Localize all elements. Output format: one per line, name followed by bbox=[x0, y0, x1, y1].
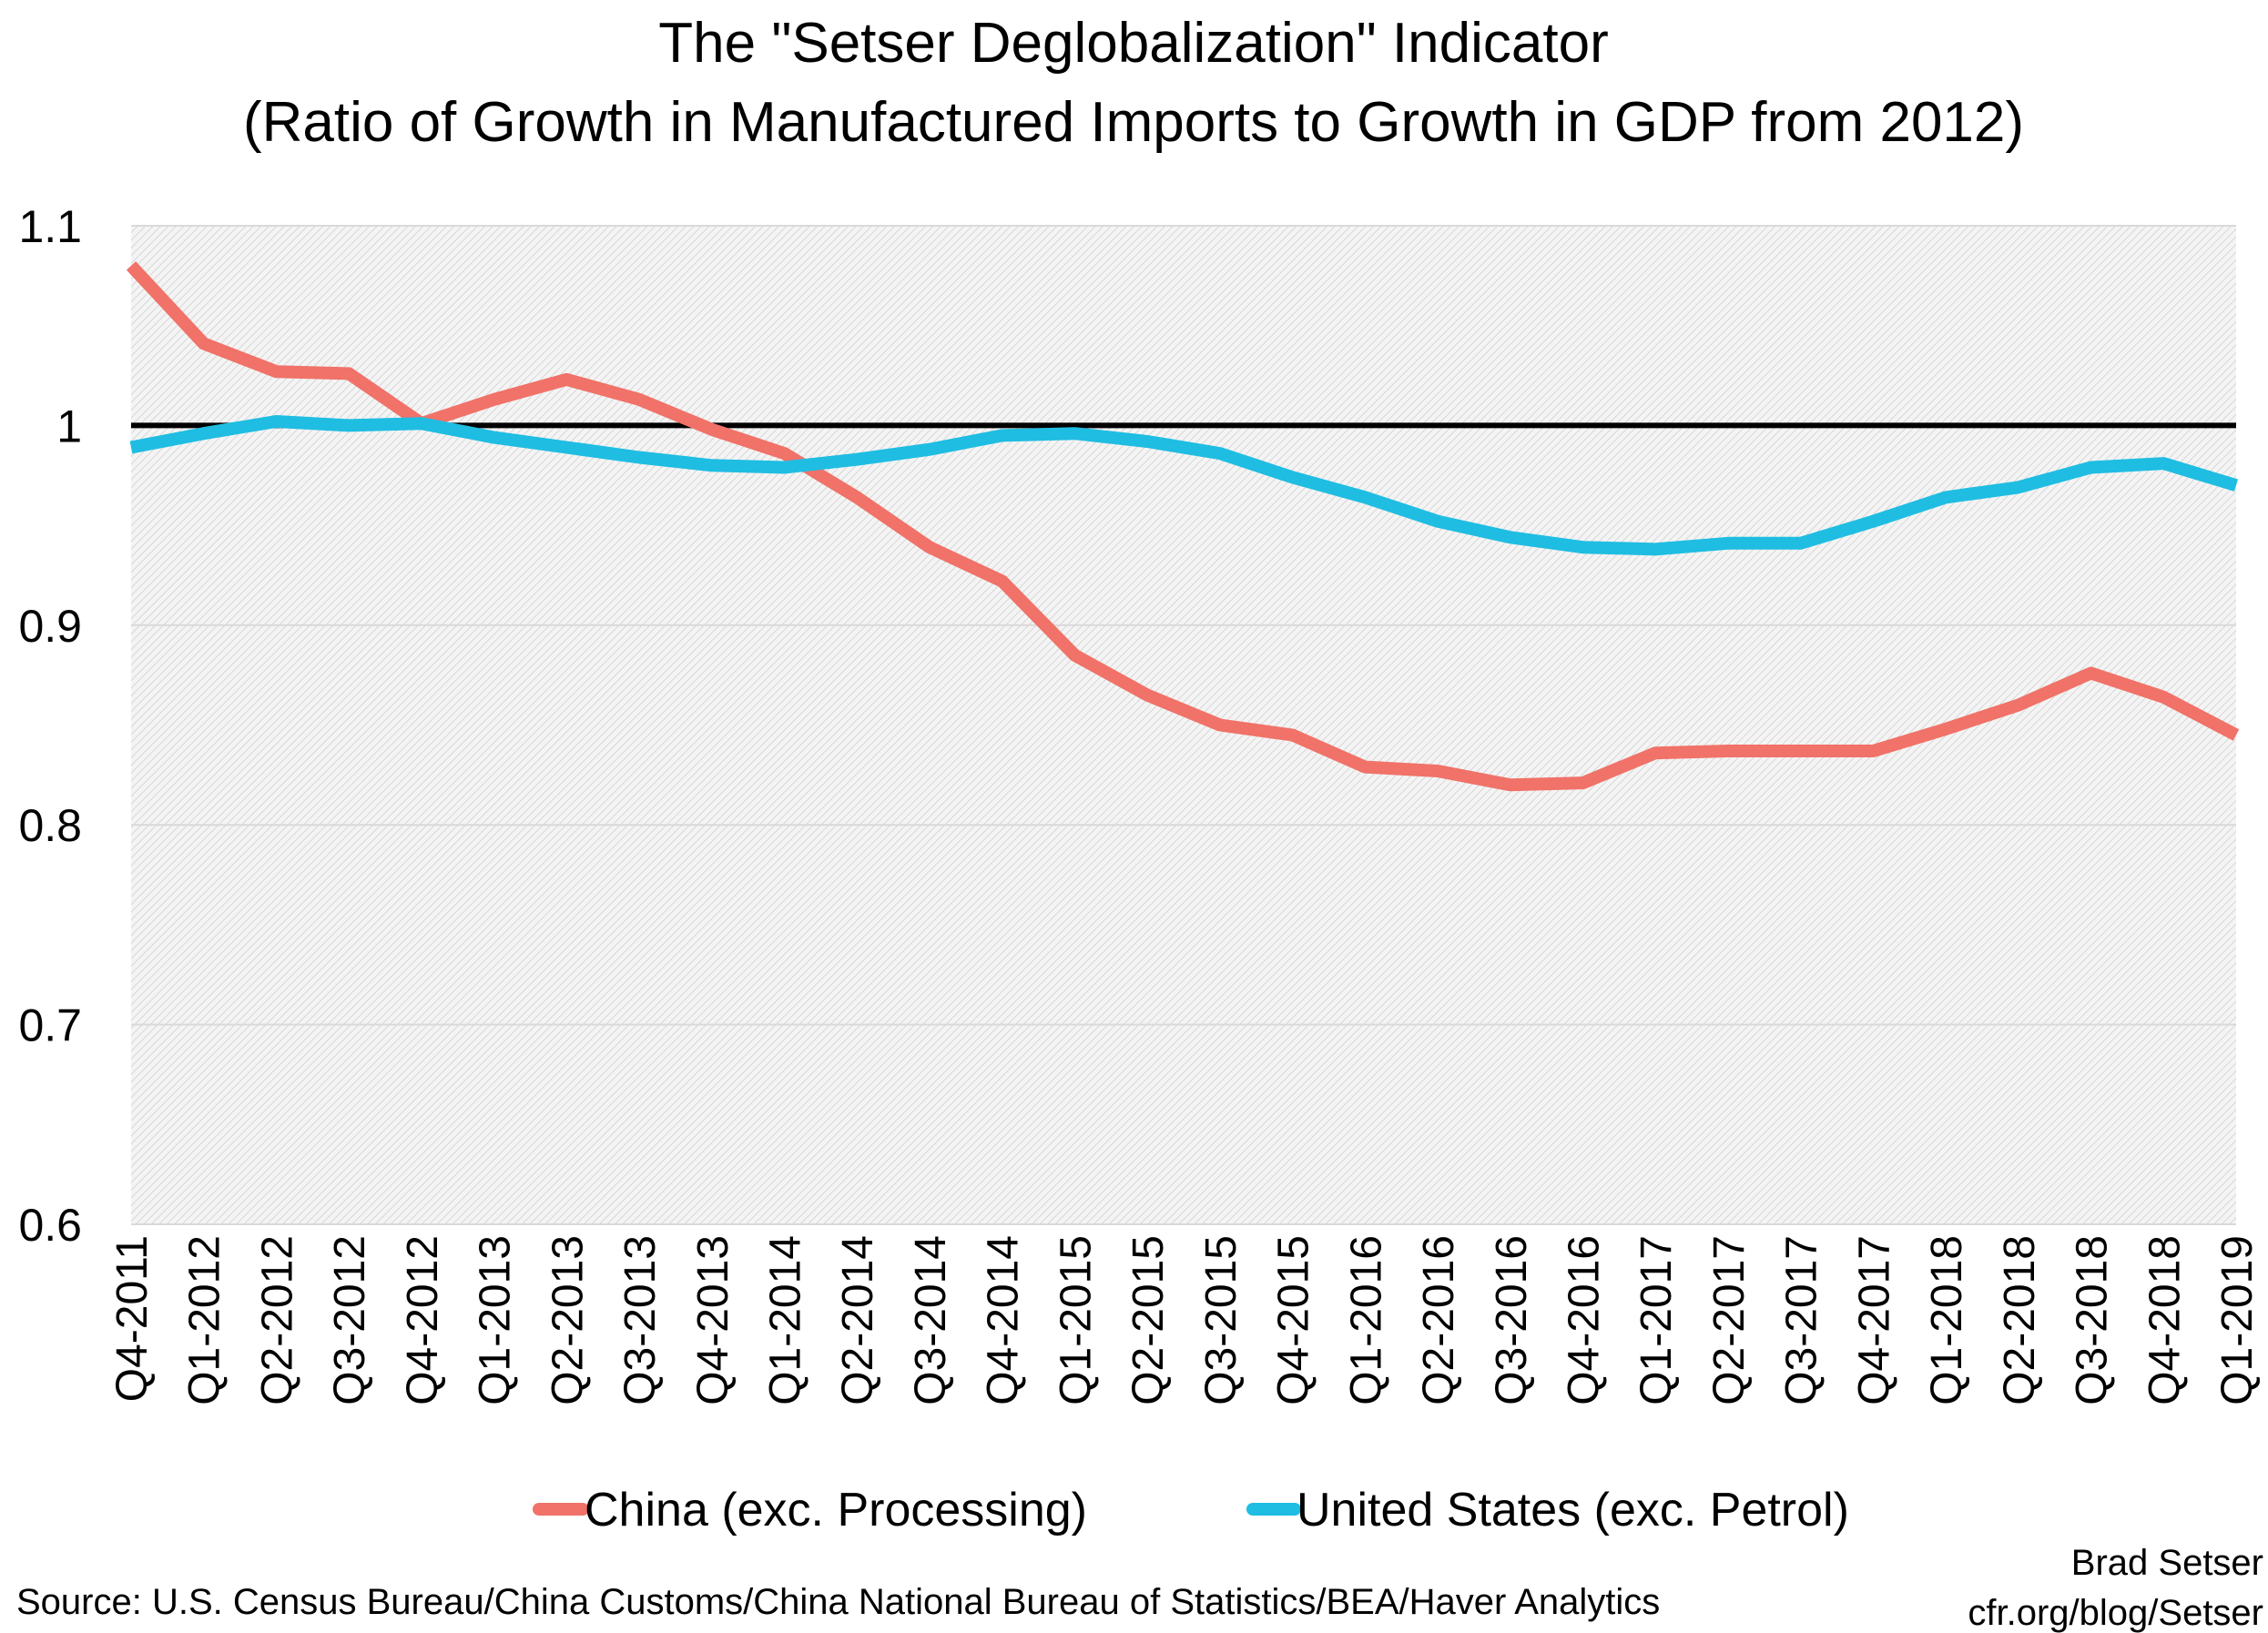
x-tick-label: Q4-2013 bbox=[689, 1235, 737, 1405]
x-tick-label: Q4-2011 bbox=[108, 1235, 157, 1402]
x-tick-label: Q3-2014 bbox=[907, 1235, 955, 1405]
y-tick-label: 1 bbox=[56, 401, 82, 451]
x-tick-label: Q2-2012 bbox=[253, 1235, 301, 1405]
x-tick-label: Q1-2016 bbox=[1342, 1235, 1390, 1405]
legend: China (exc. Processing) United States (e… bbox=[533, 1484, 1849, 1537]
y-tick-label: 1.1 bbox=[18, 201, 82, 252]
x-tick-label: Q2-2014 bbox=[834, 1235, 882, 1405]
series-line-china bbox=[126, 261, 2240, 792]
x-tick-label: Q1-2012 bbox=[181, 1235, 229, 1405]
x-tick-label: Q3-2017 bbox=[1778, 1235, 1826, 1405]
legend-label-us: United States (exc. Petrol) bbox=[1297, 1484, 1849, 1537]
x-tick-label: Q2-2017 bbox=[1705, 1235, 1754, 1405]
x-tick-label: Q3-2012 bbox=[326, 1235, 374, 1405]
x-tick-label: Q3-2018 bbox=[2069, 1235, 2117, 1405]
x-axis: Q4-2011 Q1-2012 Q2-2012 Q3-2012 Q4-2012 Q1-20… bbox=[108, 1235, 2262, 1405]
author-name: Brad Setser bbox=[2071, 1543, 2263, 1583]
y-tick-label: 0.7 bbox=[18, 1000, 82, 1051]
legend-item-china[interactable]: China (exc. Processing) bbox=[533, 1484, 1087, 1537]
y-axis: 0.6 0.7 0.8 0.9 1 1.1 bbox=[18, 201, 82, 1251]
x-tick-label: Q1-2018 bbox=[1923, 1235, 1971, 1405]
x-tick-label: Q4-2014 bbox=[980, 1235, 1028, 1405]
x-tick-label: Q2-2015 bbox=[1124, 1235, 1173, 1405]
x-tick-label: Q3-2013 bbox=[616, 1235, 665, 1405]
y-tick-label: 0.6 bbox=[18, 1200, 82, 1251]
x-tick-label: Q3-2015 bbox=[1197, 1235, 1246, 1405]
chart-subtitle: (Ratio of Growth in Manufactured Imports… bbox=[243, 91, 2024, 154]
x-tick-label: Q1-2019 bbox=[2213, 1235, 2262, 1405]
x-tick-label: Q1-2015 bbox=[1052, 1235, 1100, 1405]
x-tick-label: Q2-2013 bbox=[544, 1235, 592, 1405]
legend-label-china: China (exc. Processing) bbox=[585, 1484, 1087, 1537]
legend-item-us[interactable]: United States (exc. Petrol) bbox=[1246, 1484, 1849, 1537]
chart-title: The "Setser Deglobalization" Indicator bbox=[658, 12, 1608, 75]
series-line-us bbox=[129, 415, 2239, 556]
series-lines bbox=[126, 261, 2240, 792]
x-tick-label: Q4-2017 bbox=[1850, 1235, 1898, 1405]
x-tick-label: Q1-2013 bbox=[472, 1235, 520, 1405]
source-note: Source: U.S. Census Bureau/China Customs… bbox=[16, 1582, 1660, 1622]
y-tick-label: 0.9 bbox=[18, 601, 82, 652]
plot-area bbox=[131, 226, 2236, 1224]
x-tick-label: Q1-2014 bbox=[762, 1235, 810, 1405]
y-tick-label: 0.8 bbox=[18, 800, 82, 851]
x-tick-label: Q2-2018 bbox=[1996, 1235, 2044, 1405]
x-tick-label: Q4-2016 bbox=[1560, 1235, 1608, 1405]
x-tick-label: Q4-2012 bbox=[399, 1235, 447, 1405]
author-url: cfr.org/blog/Setser bbox=[1968, 1593, 2263, 1633]
x-tick-label: Q4-2018 bbox=[2141, 1235, 2189, 1405]
x-tick-label: Q2-2016 bbox=[1415, 1235, 1463, 1405]
x-tick-label: Q4-2015 bbox=[1270, 1235, 1318, 1405]
x-tick-label: Q3-2016 bbox=[1488, 1235, 1536, 1405]
x-tick-label: Q1-2017 bbox=[1632, 1235, 1681, 1405]
